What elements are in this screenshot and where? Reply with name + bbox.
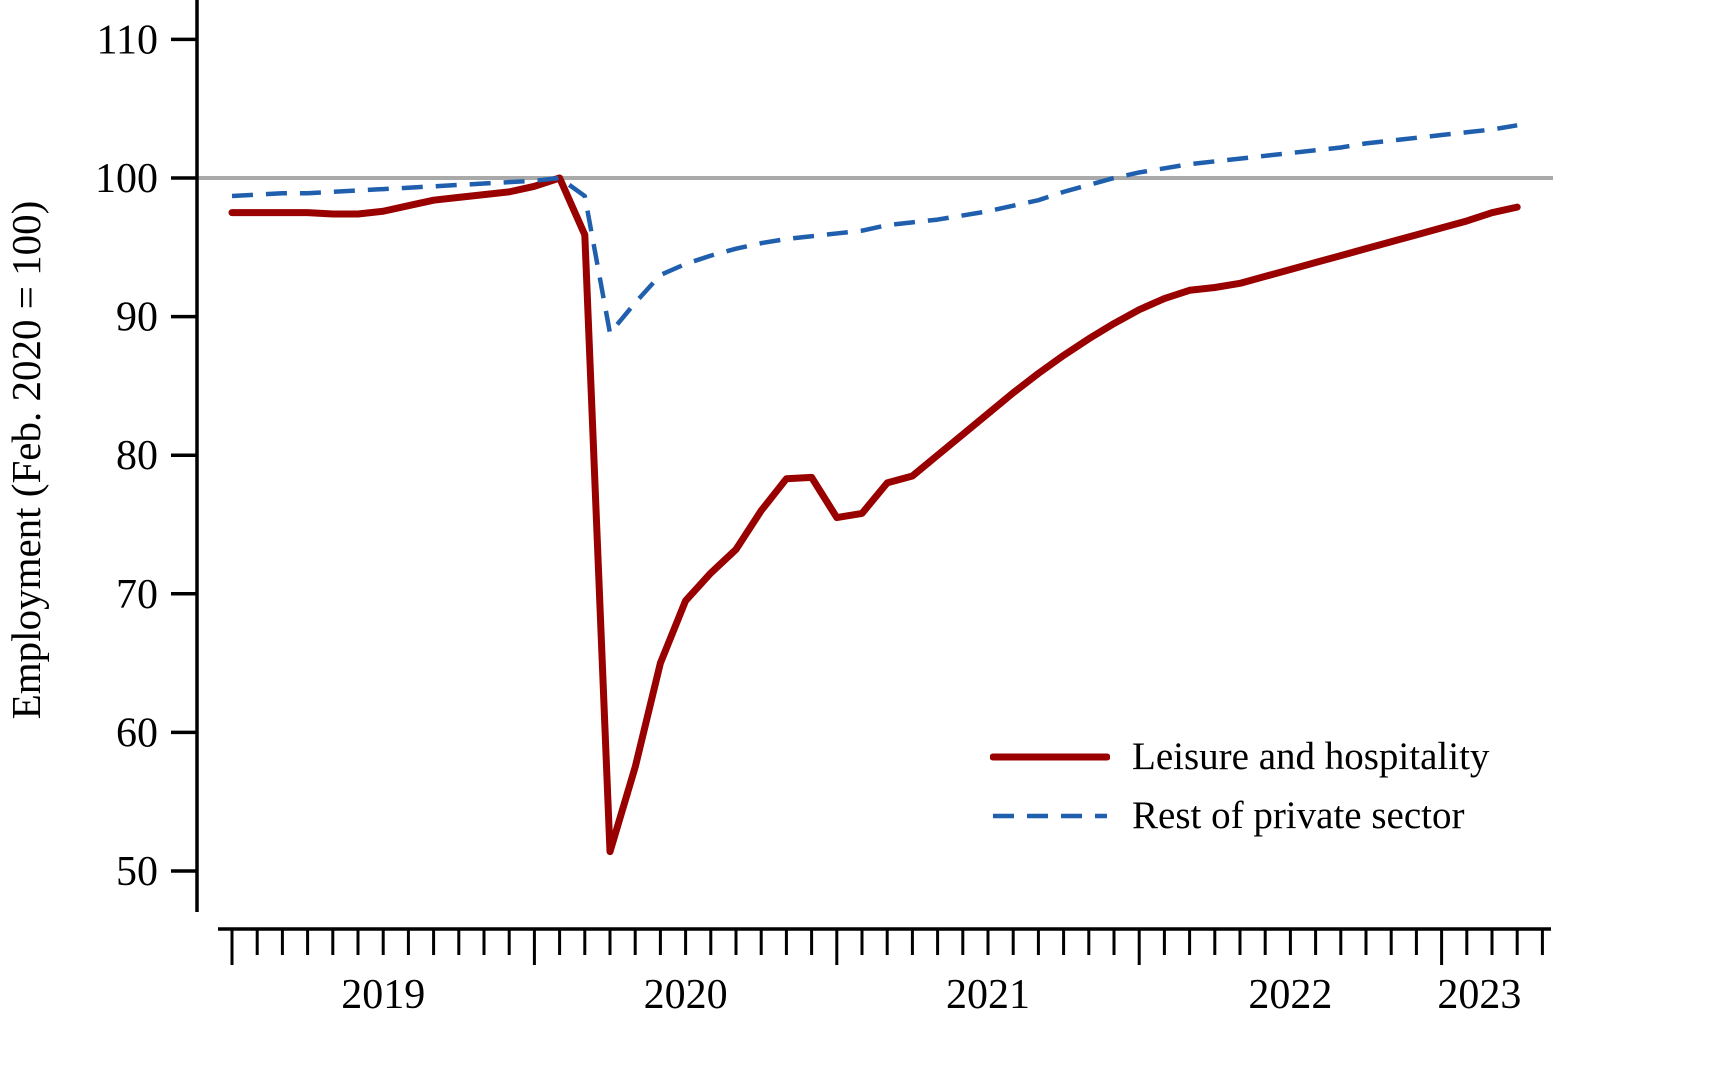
y-tick-label: 60 [116, 710, 158, 756]
y-tick-label: 70 [116, 572, 158, 618]
legend-swatch-solid-line [990, 753, 1110, 761]
y-tick-label: 50 [116, 849, 158, 895]
legend-label-leisure-and-hospitality: Leisure and hospitality [1132, 735, 1490, 778]
x-year-label: 2019 [341, 972, 425, 1018]
y-tick-label: 80 [116, 433, 158, 479]
y-axis-title: Employment (Feb. 2020 = 100) [3, 201, 49, 720]
x-year-label: 2023 [1437, 972, 1521, 1018]
legend-item-leisure-and-hospitality: Leisure and hospitality [990, 735, 1490, 779]
y-tick-label: 100 [95, 156, 158, 202]
legend-swatch-dashed-line [993, 814, 1107, 819]
series-line-leisure-and-hospitality [228, 174, 1521, 856]
series-line-rest-of-private-sector [231, 123, 1518, 336]
legend-label-rest-of-private-sector: Rest of private sector [1132, 793, 1465, 837]
y-tick-label: 110 [97, 17, 158, 63]
x-year-label: 2021 [946, 972, 1030, 1018]
y-tick-label: 90 [116, 295, 158, 341]
legend-item-rest-of-private-sector: Rest of private sector [990, 793, 1489, 838]
chart-legend: Leisure and hospitality Rest of private … [990, 735, 1490, 838]
x-year-label: 2020 [644, 972, 728, 1018]
x-year-label: 2022 [1248, 972, 1332, 1018]
